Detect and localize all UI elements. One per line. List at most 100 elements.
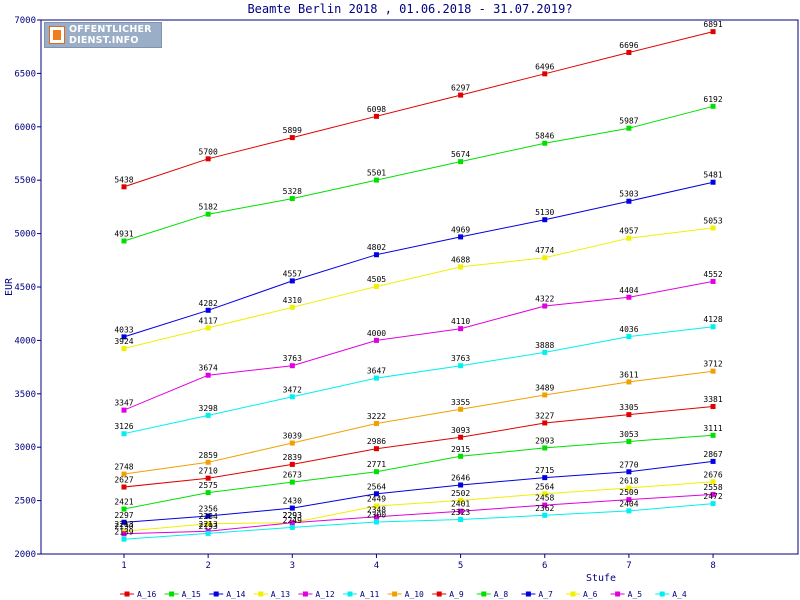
- data-label: 3227: [535, 411, 554, 420]
- legend-swatch-marker: [525, 591, 531, 597]
- data-label: 6297: [451, 84, 470, 93]
- data-label: 3888: [535, 341, 554, 350]
- data-label: 3126: [114, 422, 133, 431]
- data-point: [542, 475, 548, 481]
- legend-swatch-marker: [258, 591, 264, 597]
- chart-legend: A_16 A_15 A_14 A_13 A_12 A_11 A_10 A_9 A_8 A_7 A_6…: [120, 590, 687, 599]
- data-point: [121, 536, 127, 542]
- data-label: 2472: [703, 492, 722, 501]
- data-point: [710, 103, 716, 109]
- data-point: [205, 307, 211, 313]
- data-point: [289, 304, 295, 310]
- data-label: 3347: [114, 399, 133, 408]
- legend-label: A_14: [226, 590, 245, 599]
- data-label: 3305: [619, 403, 638, 412]
- data-point: [373, 283, 379, 289]
- logo-mark-icon: [49, 26, 65, 44]
- legend-label: A_5: [628, 590, 643, 599]
- data-point: [373, 337, 379, 343]
- data-label: 3763: [283, 354, 302, 363]
- data-point: [458, 159, 464, 165]
- chart-title: Beamte Berlin 2018 , 01.06.2018 - 31.07.…: [247, 2, 572, 16]
- data-point: [121, 484, 127, 490]
- series-a-12: 3347 3674 3763 4000 4110 4322 4404 4552: [114, 270, 723, 413]
- data-label: 2502: [451, 489, 470, 498]
- data-label: 2859: [199, 451, 218, 460]
- data-label: 2673: [283, 471, 302, 480]
- data-label: 2618: [619, 476, 638, 485]
- data-point: [289, 479, 295, 485]
- data-point: [289, 440, 295, 446]
- data-point: [289, 363, 295, 369]
- legend-swatch-marker: [302, 591, 308, 597]
- data-point: [373, 491, 379, 497]
- data-point: [205, 372, 211, 378]
- data-label: 5438: [114, 175, 133, 184]
- data-label: 2297: [114, 511, 133, 520]
- data-label: 3489: [535, 383, 554, 392]
- legend-swatch-marker: [615, 591, 621, 597]
- data-point: [458, 453, 464, 459]
- data-label: 2401: [451, 500, 470, 509]
- data-label: 2193: [199, 522, 218, 531]
- data-label: 3674: [199, 364, 218, 373]
- data-label: 2421: [114, 498, 133, 507]
- data-label: 5700: [199, 147, 218, 156]
- series-a-11: 3126 3298 3472 3647 3763 3888 4036 4128: [114, 315, 723, 437]
- data-label: 4310: [283, 296, 302, 305]
- data-point: [121, 238, 127, 244]
- data-point: [542, 349, 548, 355]
- data-label: 5303: [619, 190, 638, 199]
- data-point: [458, 497, 464, 503]
- data-point: [289, 461, 295, 467]
- x-tick-label: 5: [458, 561, 463, 571]
- data-point: [205, 530, 211, 536]
- data-point: [626, 235, 632, 241]
- data-point: [121, 506, 127, 512]
- series-line: [123, 105, 714, 242]
- data-point: [710, 404, 716, 410]
- x-tick-label: 7: [626, 561, 631, 571]
- series-a-9: 2627 2710 2839 2986 3093 3227 3305 3381: [114, 395, 723, 490]
- series-line: [123, 326, 714, 435]
- data-label: 2993: [535, 436, 554, 445]
- y-tick-label: 2500: [14, 497, 36, 507]
- series-line: [123, 406, 714, 488]
- data-point: [542, 217, 548, 223]
- x-axis-label: Stufe: [586, 573, 616, 584]
- x-tick-label: 6: [542, 561, 547, 571]
- data-label: 4688: [451, 255, 470, 264]
- data-label: 2558: [703, 483, 722, 492]
- data-label: 2300: [367, 510, 386, 519]
- data-point: [205, 490, 211, 496]
- data-point: [121, 519, 127, 525]
- data-point: [542, 491, 548, 497]
- data-label: 2362: [535, 504, 554, 513]
- data-point: [121, 407, 127, 413]
- legend-label: A_4: [672, 590, 687, 599]
- data-point: [121, 334, 127, 340]
- series-a-7: 2297 2356 2430 2564 2646 2715 2770 2867: [114, 450, 723, 525]
- legend-item: A_8: [476, 590, 508, 599]
- data-point: [205, 513, 211, 519]
- series-a-14: 4033 4282 4557 4802 4969 5130 5303 5481: [114, 171, 723, 340]
- data-point: [710, 432, 716, 438]
- data-point: [289, 524, 295, 530]
- data-label: 2710: [199, 467, 218, 476]
- data-point: [373, 420, 379, 426]
- data-label: 2213: [199, 520, 218, 529]
- data-label: 5846: [535, 132, 554, 141]
- y-tick-label: 6500: [14, 69, 36, 79]
- data-label: 2190: [114, 522, 133, 531]
- legend-swatch-marker: [436, 591, 442, 597]
- legend-swatch-marker: [659, 591, 665, 597]
- data-point: [626, 439, 632, 445]
- data-label: 2249: [283, 516, 302, 525]
- series-line: [123, 370, 714, 475]
- data-label: 3298: [199, 404, 218, 413]
- data-label: 2458: [535, 494, 554, 503]
- data-label: 2627: [114, 476, 133, 485]
- legend-item: A_4: [655, 590, 687, 599]
- data-label: 2430: [283, 497, 302, 506]
